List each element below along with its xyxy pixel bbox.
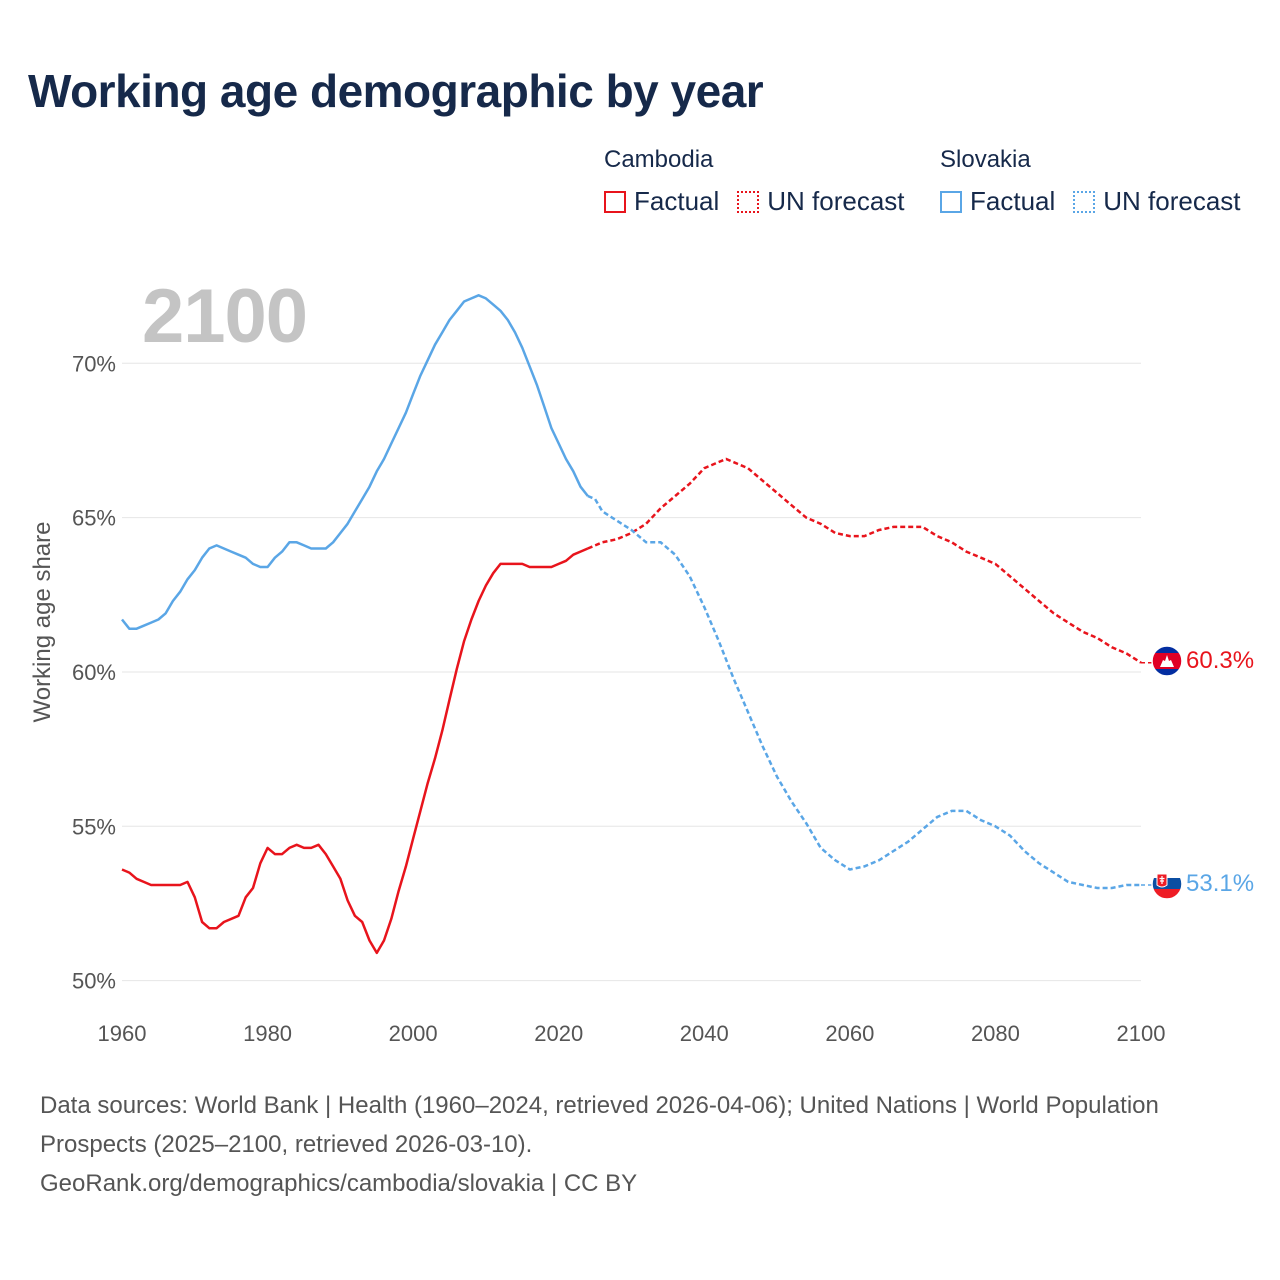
line-chart: 2100 50% 55% 60% 65% 70% 1960 1980 2000 2020 204…: [29, 274, 1254, 1046]
legend-label-factual: Factual: [970, 186, 1056, 216]
cambodia-forecast-line: [587, 457, 1142, 664]
dotted-swatch-icon: [737, 190, 760, 213]
y-tick-label: 60%: [72, 660, 116, 685]
legend-item-slovakia-forecast[interactable]: UN forecast: [1073, 186, 1241, 217]
legend-slovakia: Slovakia Factual UN forecast: [940, 144, 1241, 217]
x-tick-label: 2040: [680, 1021, 729, 1046]
legend-label-forecast: UN forecast: [767, 186, 905, 216]
footer-url: GeoRank.org/demographics/cambodia/slovak…: [40, 1170, 638, 1197]
slovakia-forecast-line: [587, 494, 1141, 890]
slovakia-end-label: 53.1%: [1186, 870, 1254, 897]
legend-item-cambodia-forecast[interactable]: UN forecast: [737, 186, 905, 217]
series-lines: [121, 294, 1152, 955]
y-tick-label: 65%: [72, 506, 116, 531]
footer: Data sources: World Bank | Health (1960–…: [40, 1086, 1220, 1203]
year-watermark: 2100: [142, 274, 307, 359]
y-tick-label: 50%: [72, 969, 116, 994]
gridlines: [122, 362, 1141, 982]
x-tick-label: 2060: [825, 1021, 874, 1046]
x-tick-label: 2100: [1117, 1021, 1166, 1046]
y-tick-label: 55%: [72, 814, 116, 839]
solid-swatch-icon: [604, 190, 626, 213]
x-tick-label: 2020: [534, 1021, 583, 1046]
footer-sources: Data sources: World Bank | Health (1960–…: [40, 1092, 1159, 1158]
cambodia-end-label: 60.3%: [1186, 647, 1254, 674]
dotted-swatch-icon: [1073, 190, 1096, 213]
chart-title: Working age demographic by year: [28, 65, 764, 117]
legend-label-forecast: UN forecast: [1103, 186, 1241, 216]
cambodia-flag-icon: [1151, 645, 1183, 677]
solid-swatch-icon: [940, 190, 962, 213]
slovakia-flag-icon: [1151, 868, 1183, 900]
legend-item-cambodia-factual[interactable]: Factual: [604, 186, 719, 217]
y-axis-label: Working age share: [29, 522, 56, 723]
x-tick-label: 2080: [971, 1021, 1020, 1046]
y-tick-label: 70%: [72, 351, 116, 376]
legend-country-cambodia: Cambodia: [604, 146, 714, 173]
x-tick-label: 1960: [98, 1021, 147, 1046]
y-axis: 50% 55% 60% 65% 70%: [72, 351, 116, 993]
legend-cambodia: Cambodia Factual UN forecast: [604, 144, 923, 217]
legend-label-factual: Factual: [634, 186, 720, 216]
x-tick-label: 2000: [389, 1021, 438, 1046]
cambodia-factual-line: [121, 547, 589, 955]
legend-country-slovakia: Slovakia: [940, 146, 1031, 173]
x-tick-label: 1980: [243, 1021, 292, 1046]
legend-item-slovakia-factual[interactable]: Factual: [940, 186, 1055, 217]
x-axis: 1960 1980 2000 2020 2040 2060 2080 2100: [98, 1021, 1166, 1046]
slovakia-factual-line: [121, 294, 589, 630]
